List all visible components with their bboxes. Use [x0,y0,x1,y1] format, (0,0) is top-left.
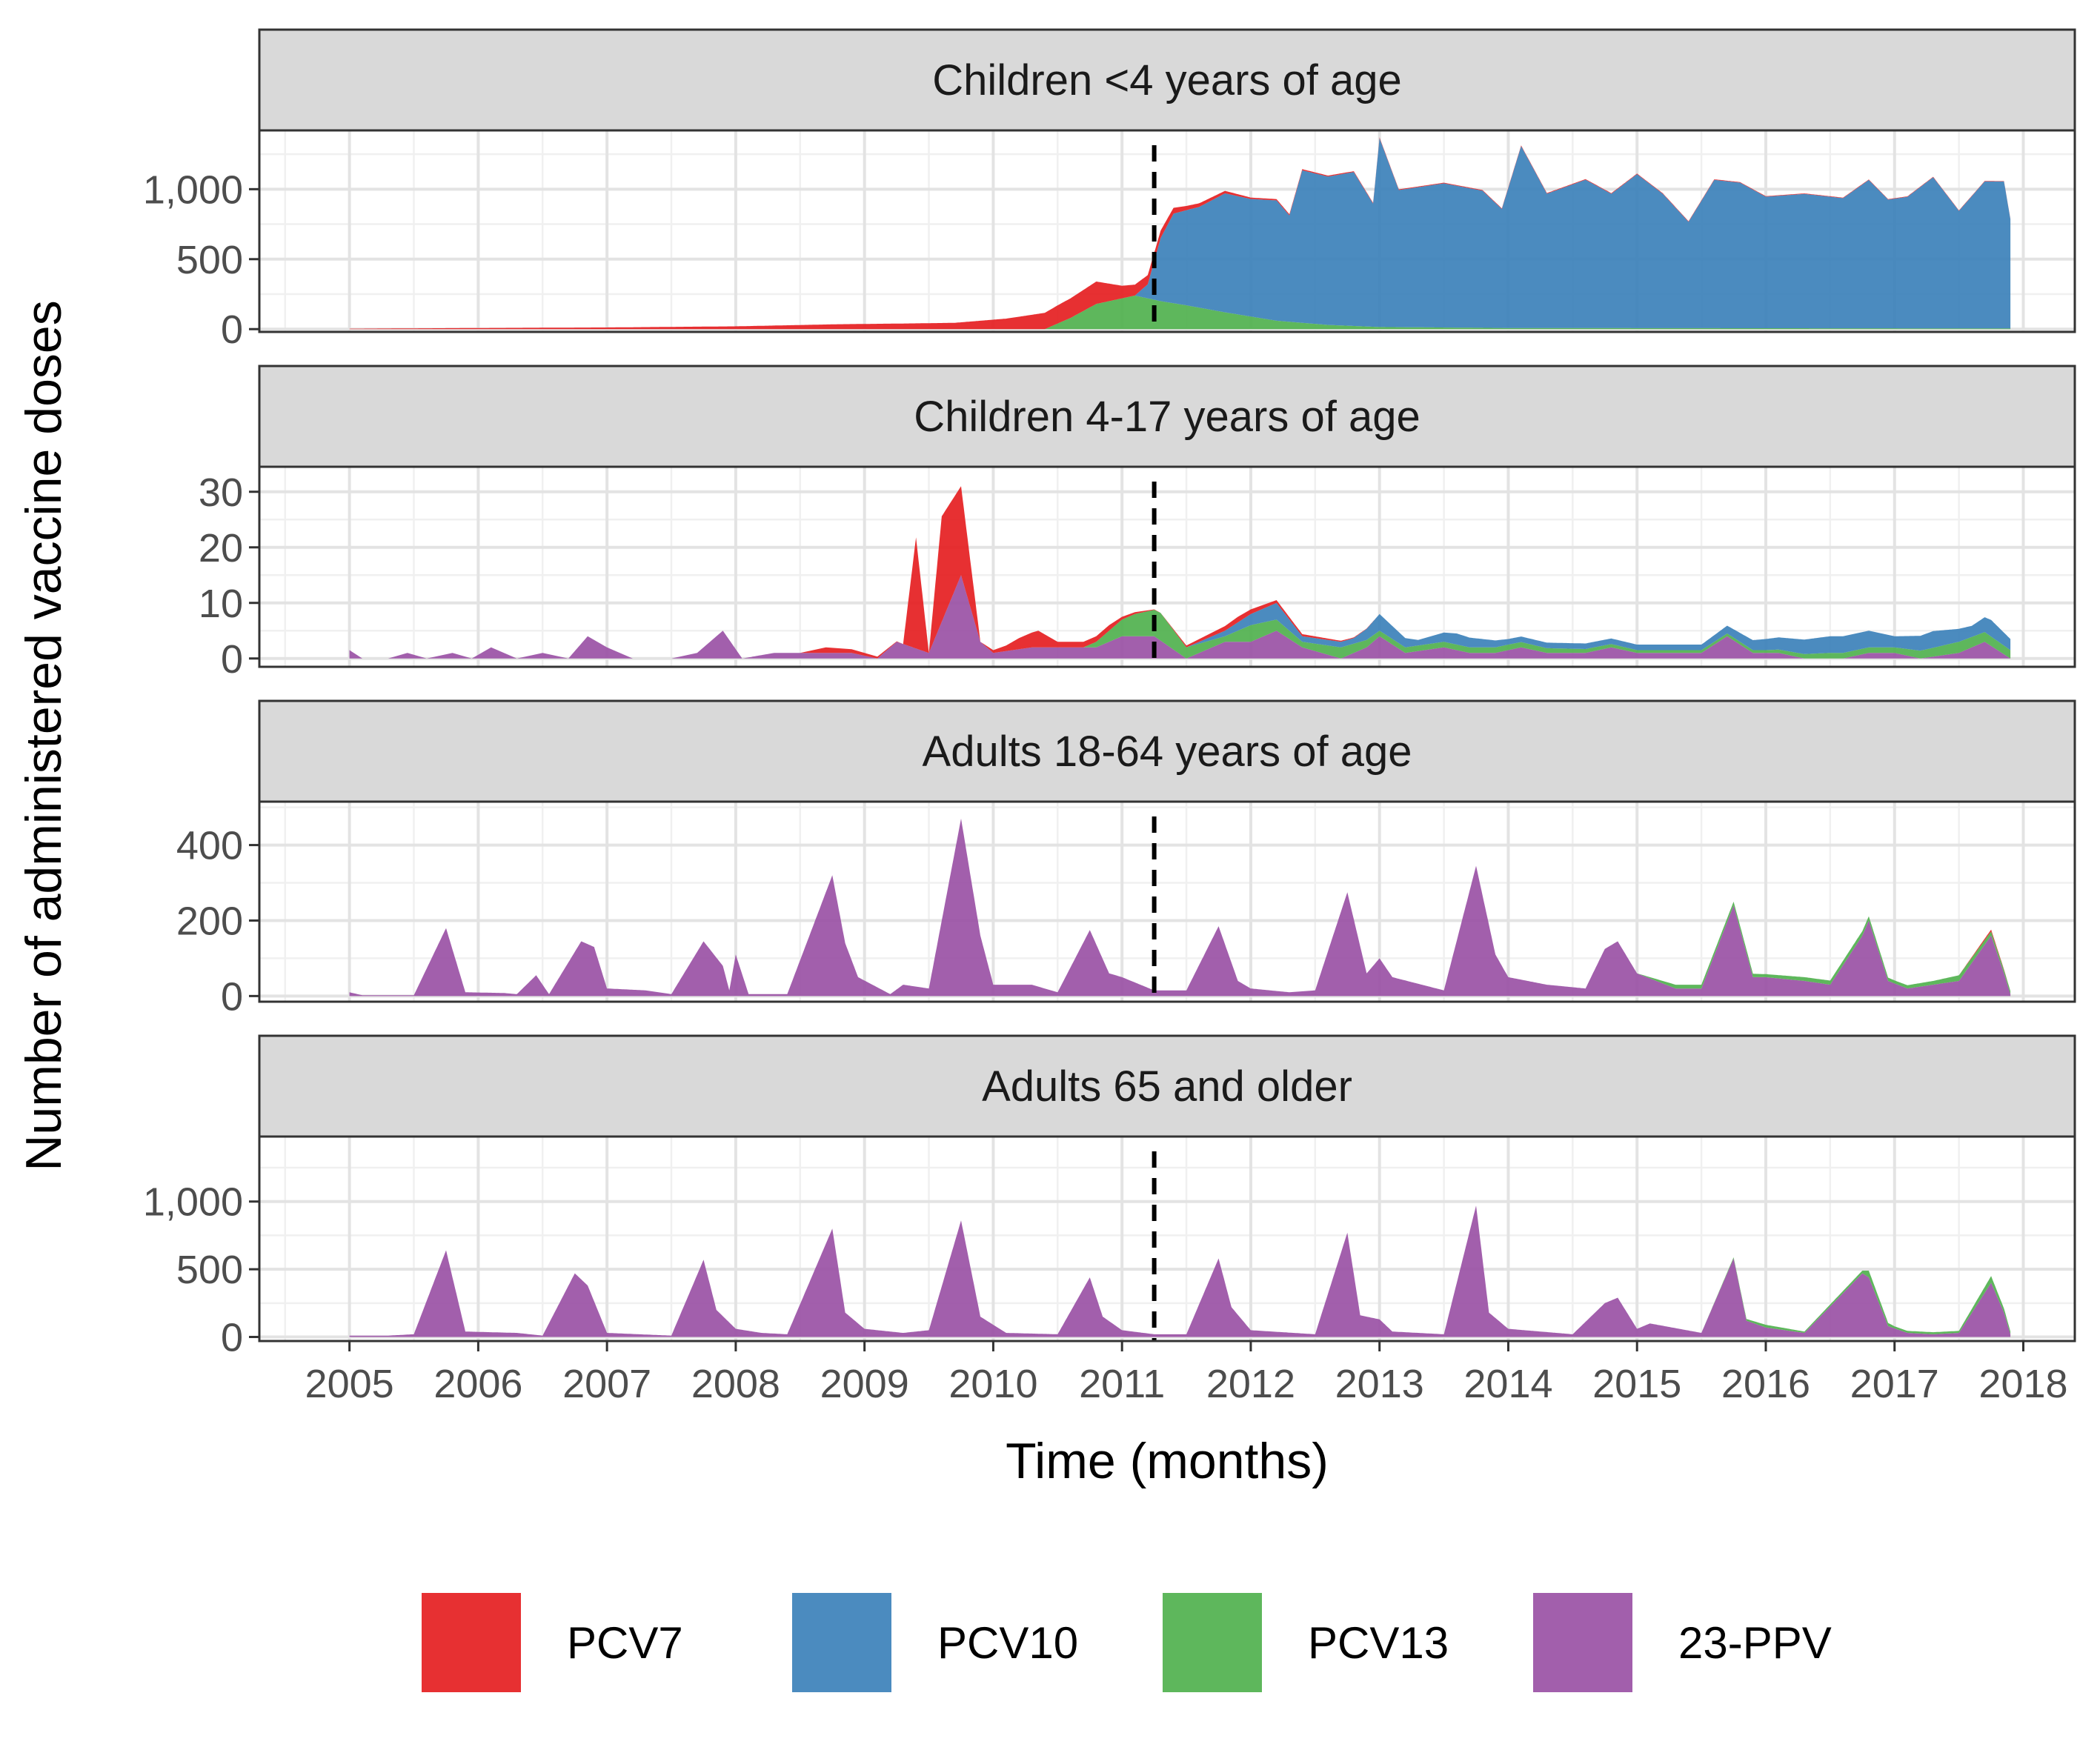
x-tick-label: 2014 [1463,1362,1552,1406]
x-tick-label: 2017 [1850,1362,1939,1406]
legend-label: PCV13 [1308,1618,1449,1668]
x-tick-label: 2009 [820,1362,909,1406]
panel-border [258,1135,2076,1343]
panel-strip [258,28,2076,132]
y-tick-label: 1,000 [143,1180,243,1225]
legend-swatch-pcv7 [422,1593,521,1692]
panel-title: Adults 65 and older [982,1062,1352,1111]
panel-children-4-years-of-age: Children <4 years of age 0 500 1,000 [143,28,2076,352]
y-tick-label: 20 [199,526,243,570]
area-pcv13 [349,295,2011,330]
y-tick-label: 500 [176,238,243,282]
area-pcv13 [349,575,2011,659]
y-tick-label: 500 [176,1248,243,1292]
legend-swatch-23-ppv [1533,1593,1632,1692]
legend-label: PCV7 [567,1618,683,1668]
y-tick-label: 0 [221,637,243,682]
panel-adults-65-and-older: Adults 65 and older 0 500 1,000 [143,1034,2076,1360]
panel-title: Adults 18-64 years of age [923,728,1412,776]
x-tick-label: 2006 [433,1362,522,1406]
legend-item-pcv7: PCV7 [422,1593,683,1692]
legend-swatch-pcv10 [792,1593,891,1692]
x-tick-label: 2013 [1335,1362,1424,1406]
plot-background [259,802,2075,1002]
legend-swatch-pcv13 [1163,1593,1262,1692]
y-axis-title: Number of administered vaccine doses [16,300,72,1171]
x-tick-label: 2011 [1079,1362,1165,1406]
panel-border [258,465,2076,668]
legend: PCV7 PCV10 PCV13 23-PPV [422,1593,1832,1692]
panel-strip [258,1034,2076,1138]
legend-label: 23-PPV [1678,1618,1832,1668]
x-tick-label: 2010 [948,1362,1037,1406]
y-tick-label: 10 [199,582,243,626]
y-tick-label: 1,000 [143,167,243,212]
panel-children-4-17-years-of-age: Children 4-17 years of age 0 10 20 30 [199,365,2076,682]
x-tick-label: 2005 [305,1362,394,1406]
area-23-ppv [349,1205,2011,1337]
x-axis-title: Time (months) [1006,1433,1329,1489]
panel-strip [258,699,2076,803]
x-tick-label: 2016 [1721,1362,1810,1406]
panel-border [258,800,2076,1003]
panel-title: Children 4-17 years of age [914,393,1421,441]
legend-item-23-ppv: 23-PPV [1533,1593,1832,1692]
legend-item-pcv10: PCV10 [792,1593,1078,1692]
legend-item-pcv13: PCV13 [1163,1593,1449,1692]
y-tick-label: 0 [221,1316,243,1360]
panel-border [258,129,2076,333]
panel-strip [258,365,2076,468]
y-tick-label: 0 [221,974,243,1019]
y-tick-label: 0 [221,307,243,352]
y-tick-label: 200 [176,899,243,943]
x-tick-label: 2018 [1978,1362,2067,1406]
area-pcv10 [349,138,2011,330]
legend-label: PCV10 [937,1618,1078,1668]
x-tick-label: 2012 [1206,1362,1295,1406]
x-tick-label: 2007 [562,1362,651,1406]
panels: Children <4 years of age05001,000Childre… [143,28,2076,1360]
y-tick-label: 400 [176,824,243,868]
panel-title: Children <4 years of age [932,56,1402,104]
x-tick-label: 2015 [1592,1362,1681,1406]
panel-adults-18-64-years-of-age: Adults 18-64 years of age 0 200 400 [176,699,2076,1019]
x-tick-label: 2008 [691,1362,780,1406]
y-tick-label: 30 [199,470,243,515]
area-23-ppv [349,818,2011,997]
x-axis: 2005 2006 2007 2008 2009 2010 2011 2012 2013 2014… [305,1341,2068,1406]
area-pcv10 [349,575,2011,659]
